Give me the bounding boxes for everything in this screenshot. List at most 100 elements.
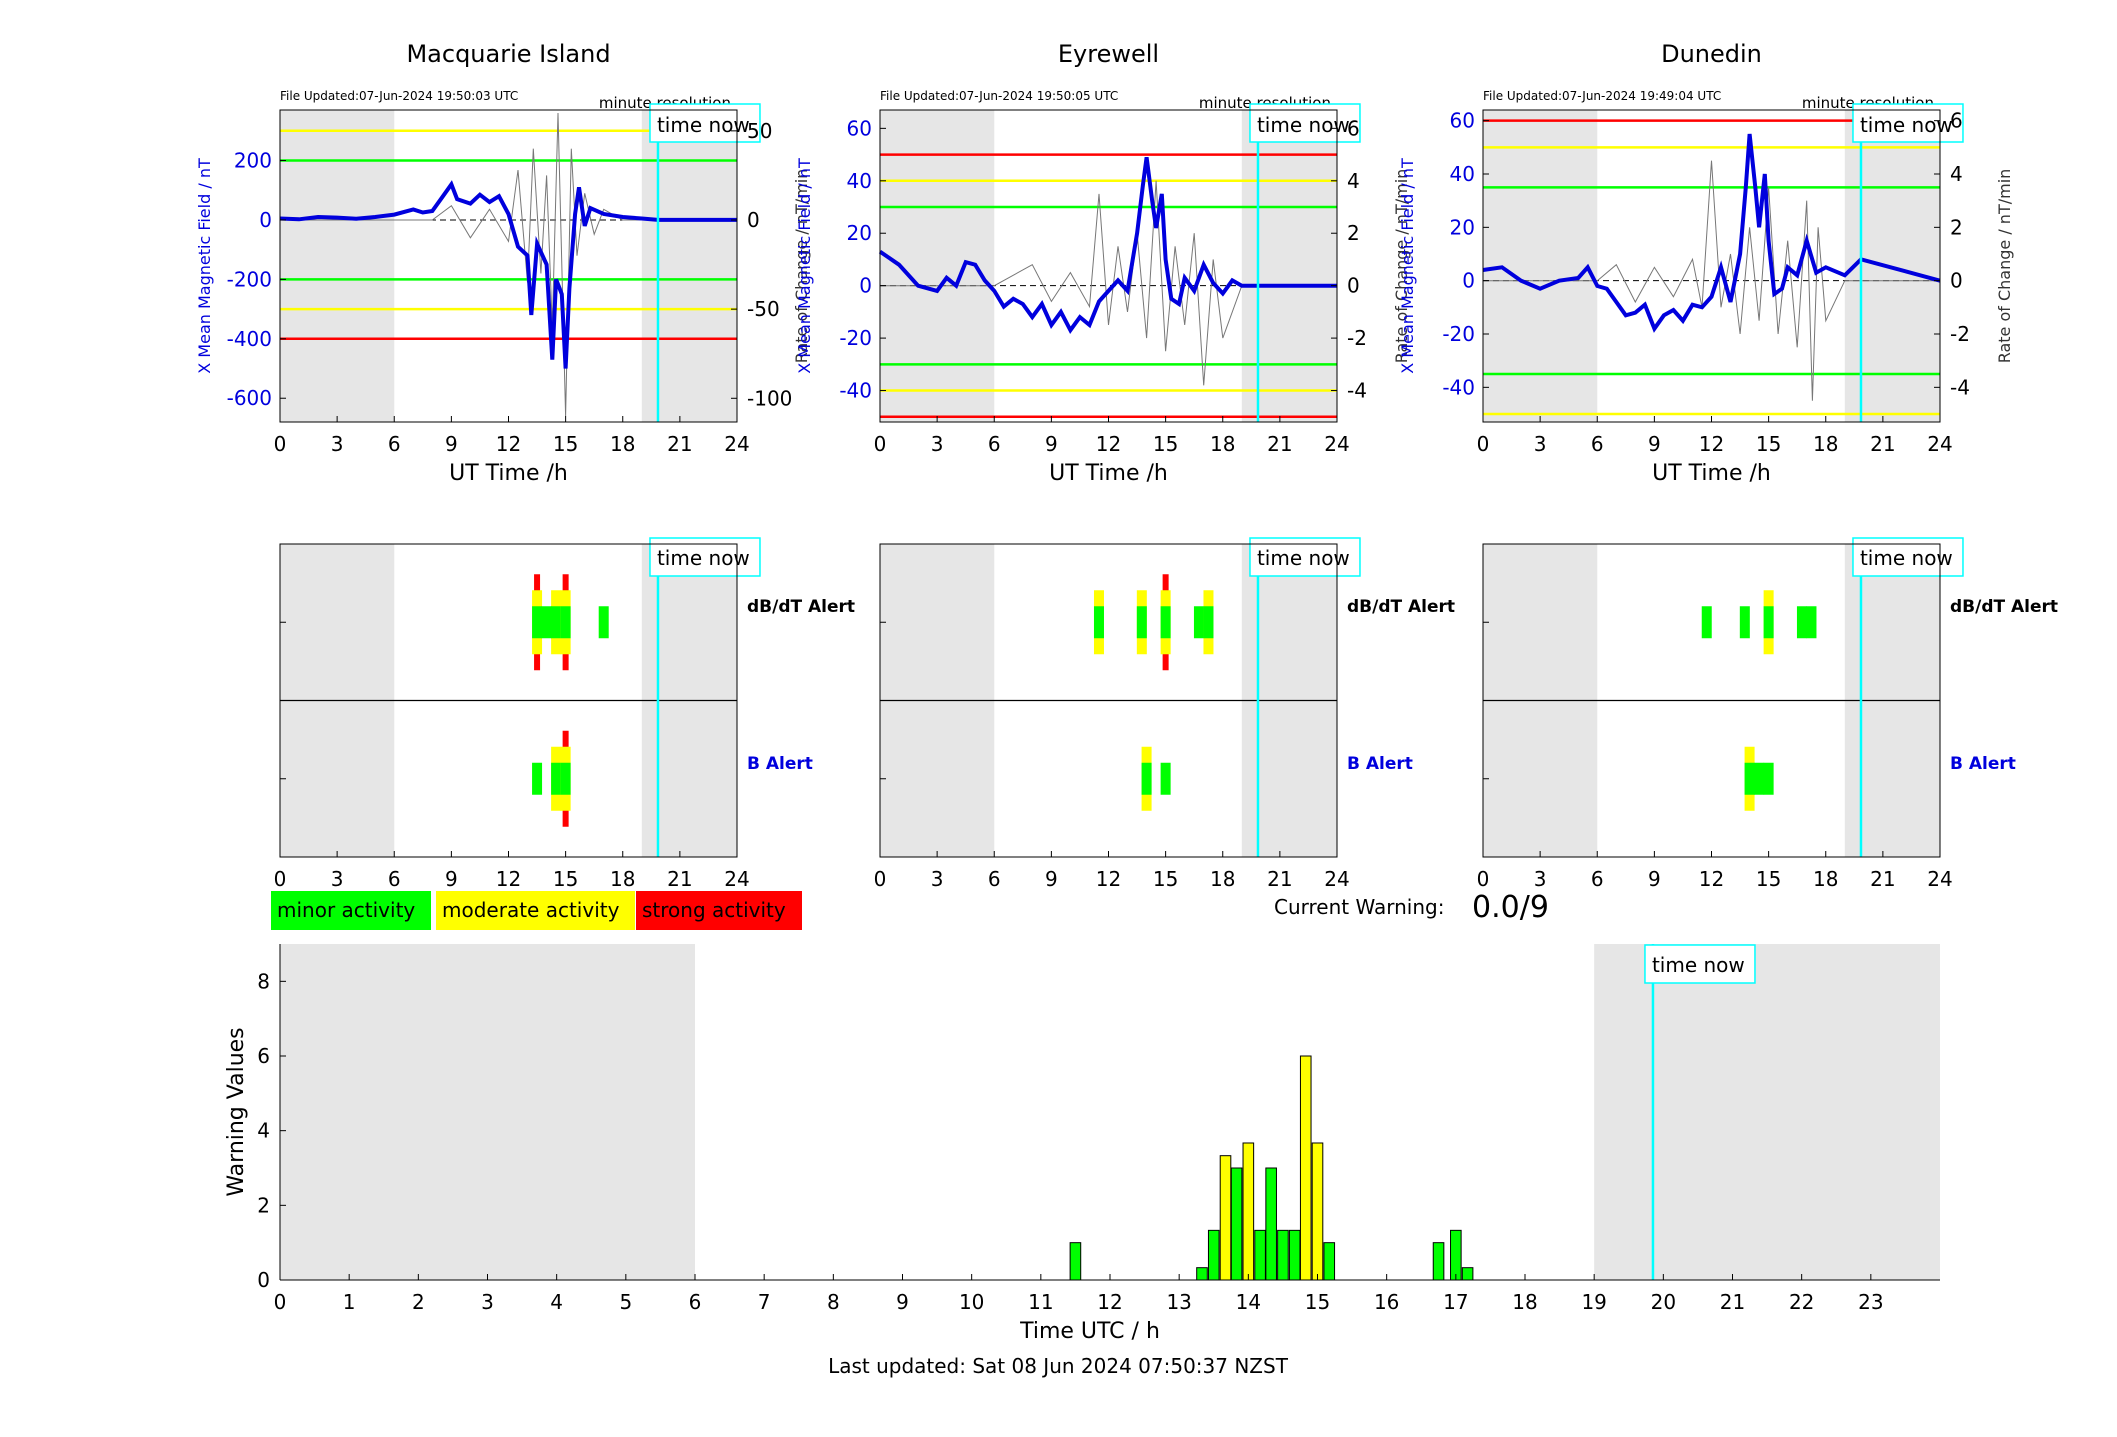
x-tick-label: 15: [553, 432, 578, 456]
time-now-box: [1644, 944, 1756, 984]
alert-plot: time now 0 3 6 9 12 15 18 21 24 dB/dT Alert B Alert: [1477, 537, 2058, 891]
x-tick-label: 18: [1210, 432, 1235, 456]
x-tick-label: 3: [931, 432, 944, 456]
legend-minor-label: minor activity: [277, 898, 415, 922]
x-tick-label: 0: [274, 867, 287, 891]
x-tick-label: 7: [758, 1290, 771, 1314]
alert-bar-minor: [1744, 762, 1755, 795]
x-tick-label: 18: [1813, 867, 1838, 891]
file-updated: File Updated:07-Jun-2024 19:50:03 UTC: [280, 89, 518, 103]
alert-bar-minor: [598, 606, 609, 639]
warning-bar: [1219, 1155, 1232, 1281]
y-tick-label-left: -40: [839, 379, 872, 403]
x-tick-label: 6: [1591, 867, 1604, 891]
time-now-label: time now: [1257, 113, 1350, 137]
legend-strong-label: strong activity: [642, 898, 786, 922]
warning-bar: [1288, 1229, 1301, 1281]
legend-moderate-label: moderate activity: [442, 898, 620, 922]
y-axis-label-right: Rate of Change / nT/min: [1392, 169, 1411, 364]
warning-bar: [1230, 1167, 1243, 1281]
alert-bar-minor: [551, 762, 562, 795]
x-tick-label: 0: [274, 1290, 287, 1314]
x-tick-label: 12: [1699, 867, 1724, 891]
x-tick-label: 8: [827, 1290, 840, 1314]
y-tick-label-right: -100: [747, 386, 792, 410]
night-shade: [280, 944, 695, 1280]
y-tick-label: 8: [257, 969, 270, 993]
y-tick-label-right: -4: [1347, 379, 1367, 403]
night-shade: [641, 110, 737, 422]
y-tick-label-left: 40: [1450, 162, 1475, 186]
b-alert-label: B Alert: [1347, 754, 1413, 774]
alert-bar-minor: [1701, 606, 1712, 639]
y-axis-label-right: Rate of Change / nT/min: [792, 169, 811, 364]
y-axis-label: Warning Values: [224, 1027, 249, 1196]
alert-bar-minor: [532, 606, 543, 639]
x-tick-label: 19: [1581, 1290, 1606, 1314]
x-tick-label: 12: [1096, 432, 1121, 456]
field-series: [1482, 133, 1941, 333]
x-tick-label: 16: [1374, 1290, 1399, 1314]
x-axis-label: UT Time /h: [1049, 461, 1168, 486]
y-tick-label-left: 40: [847, 169, 872, 193]
x-tick-label: 21: [1870, 432, 1895, 456]
x-tick-label: 0: [874, 432, 887, 456]
alert-bar-minor: [560, 762, 571, 795]
x-tick-label: 15: [1756, 432, 1781, 456]
rate-series: [280, 112, 737, 417]
field-series: [878, 156, 1337, 334]
alert-bar-minor: [1136, 606, 1147, 639]
y-tick-label-left: -400: [227, 327, 272, 351]
y-axis-label-left: X Mean Magnetic Field / nT: [1398, 158, 1417, 374]
y-tick-label-right: 6: [1347, 116, 1360, 140]
field-plot: time now 0 3 6 9 12 15 18 21 24 UT Time /h -600 -400…: [195, 103, 811, 486]
x-tick-label: 15: [1756, 867, 1781, 891]
y-tick-label-right: 4: [1347, 169, 1360, 193]
legend-strong-swatch: [636, 891, 802, 930]
time-now-label: time now: [1860, 546, 1953, 570]
alert-bar-minor: [1796, 606, 1807, 639]
file-updated: File Updated:07-Jun-2024 19:49:04 UTC: [1483, 89, 1721, 103]
alert-bar-minor: [1754, 762, 1765, 795]
y-tick-label-right: 0: [747, 208, 760, 232]
x-tick-label: 24: [724, 432, 749, 456]
x-tick-label: 0: [874, 867, 887, 891]
x-axis-label: UT Time /h: [449, 461, 568, 486]
alert-bar-minor: [1160, 606, 1171, 639]
warning-bar: [1207, 1229, 1220, 1281]
x-tick-label: 9: [445, 867, 458, 891]
legend: minor activity moderate activity strong ac…: [271, 891, 802, 930]
warning-bar: [1299, 1055, 1312, 1281]
x-tick-label: 21: [1267, 432, 1292, 456]
x-tick-label: 18: [1512, 1290, 1537, 1314]
x-tick-label: 0: [1477, 867, 1490, 891]
y-tick-label-right: 2: [1347, 221, 1360, 245]
current-warning-label: Current Warning:: [1274, 895, 1444, 919]
station-title: Eyrewell: [1058, 40, 1159, 68]
station-title: Dunedin: [1661, 40, 1762, 68]
x-tick-label: 10: [959, 1290, 984, 1314]
x-tick-label: 24: [724, 867, 749, 891]
station-2: Dunedin File Updated:07-Jun-2024 19:49:04…: [1398, 40, 2058, 891]
station-0: Macquarie Island File Updated:07-Jun-2024…: [195, 40, 855, 891]
warning-bar: [1242, 1142, 1255, 1281]
x-tick-label: 9: [1648, 867, 1661, 891]
alert-bar-minor: [1739, 606, 1750, 639]
warning-bar: [1432, 1242, 1445, 1281]
x-axis-label: UT Time /h: [1652, 461, 1771, 486]
x-tick-label: 15: [1153, 867, 1178, 891]
x-tick-label: 1: [343, 1290, 356, 1314]
night-shade: [1594, 944, 1940, 1280]
rate-series: [1483, 160, 1940, 401]
current-warning: Current Warning: 0.0/9: [1274, 890, 1549, 925]
x-tick-label: 12: [1097, 1290, 1122, 1314]
night-shade: [1241, 110, 1337, 422]
dbdt-alert-label: dB/dT Alert: [1950, 597, 2058, 617]
y-tick-label-right: -50: [747, 297, 780, 321]
x-tick-label: 15: [553, 867, 578, 891]
warning-bar: [1277, 1229, 1289, 1281]
b-alert-label: B Alert: [1950, 754, 2016, 774]
y-tick-label-right: 0: [1950, 269, 1963, 293]
x-tick-label: 9: [445, 432, 458, 456]
